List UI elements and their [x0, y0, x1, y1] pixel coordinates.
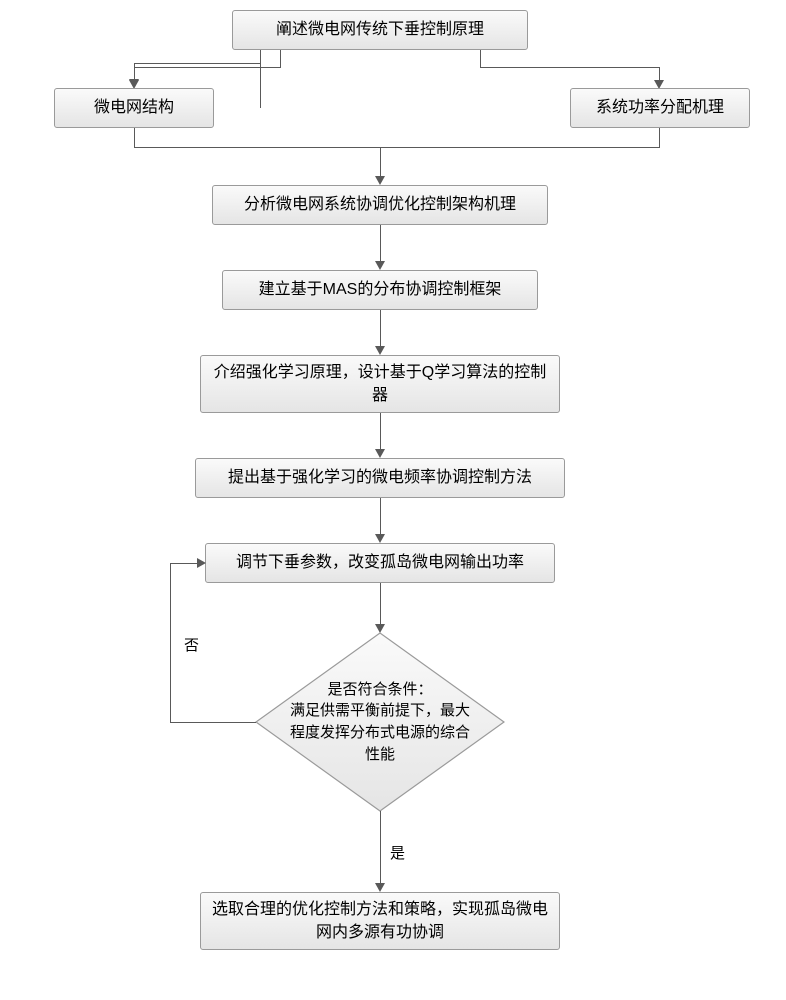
edge-n1-n2b-2 — [480, 67, 660, 68]
edge-join-l1 — [134, 128, 135, 148]
edge-no-3 — [170, 563, 198, 564]
edge-n4-n5 — [380, 310, 381, 347]
edge-n3-n4-arrow — [375, 261, 385, 270]
flow-node-n8: 是否符合条件：满足供需平衡前提下，最大程度发挥分布式电源的综合性能 — [255, 632, 505, 812]
flow-node-n7: 调节下垂参数，改变孤岛微电网输出功率 — [205, 543, 555, 583]
edge-label-no: 否 — [184, 634, 199, 655]
flow-node-n1: 阐述微电网传统下垂控制原理 — [232, 10, 528, 50]
edge-n5-n6 — [380, 413, 381, 450]
flow-node-n8-text: 是否符合条件：满足供需平衡前提下，最大程度发挥分布式电源的综合性能 — [255, 632, 505, 812]
edge-join-c — [380, 147, 381, 177]
edge-yes-1 — [380, 811, 381, 884]
edge-n7-n8 — [380, 583, 381, 625]
edge — [260, 50, 261, 108]
flow-node-n2a: 微电网结构 — [54, 88, 214, 128]
flow-node-n2b: 系统功率分配机理 — [570, 88, 750, 128]
edge — [134, 63, 261, 64]
edge-join-r1 — [659, 128, 660, 148]
edge-n1-n2a-3 — [134, 67, 135, 81]
edge-n1-n2b-1 — [480, 50, 481, 68]
edge-n6-n7 — [380, 498, 381, 535]
edge-n1-n2a-1 — [280, 50, 281, 68]
edge-n5-n6-arrow — [375, 449, 385, 458]
edge-join-h — [134, 147, 660, 148]
edge-n3-n4 — [380, 225, 381, 262]
flow-node-n9: 选取合理的优化控制方法和策略，实现孤岛微电网内多源有功协调 — [200, 892, 560, 950]
edge-no-arrow — [197, 558, 206, 568]
edge-no-2 — [170, 563, 171, 723]
edge-n6-n7-arrow — [375, 534, 385, 543]
edge-no-1 — [170, 722, 256, 723]
flow-node-n6: 提出基于强化学习的微电频率协调控制方法 — [195, 458, 565, 498]
flow-node-n5: 介绍强化学习原理，设计基于Q学习算法的控制器 — [200, 355, 560, 413]
edge-n1-n2a-2 — [134, 67, 281, 68]
edge-n4-n5-arrow — [375, 346, 385, 355]
flow-node-n3: 分析微电网系统协调优化控制架构机理 — [212, 185, 548, 225]
edge-n1-n2b-3 — [659, 67, 660, 81]
edge-yes-arrow — [375, 883, 385, 892]
edge-label-yes: 是 — [390, 842, 405, 863]
edge-join-arrow — [375, 176, 385, 185]
flow-node-n4: 建立基于MAS的分布协调控制框架 — [222, 270, 538, 310]
